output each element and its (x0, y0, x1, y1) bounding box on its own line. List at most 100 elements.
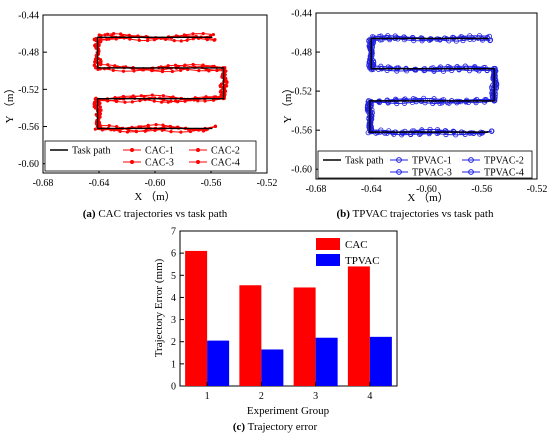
b-series-4-point (402, 128, 408, 134)
b-y-tick-label: -0.60 (291, 165, 312, 176)
panel-b-y-axis-label: Y （m） (281, 83, 294, 124)
c-legend-label-tpvac: TPVAC (345, 255, 380, 267)
a-series-4-point (93, 127, 97, 131)
b-series-4-point (382, 130, 388, 136)
a-series-4-point (207, 69, 211, 73)
c-y-tick-label: 1 (171, 359, 176, 370)
a-series-3-point (98, 123, 102, 127)
a-series-2-point (183, 99, 187, 103)
bar-cac-2 (239, 285, 262, 386)
a-series-4-point (179, 39, 183, 43)
a-legend-box (44, 140, 257, 172)
panel-a-x-ticks: -0.68 -0.64 -0.60 -0.56 -0.52 (33, 169, 277, 189)
a-series-1-point (137, 38, 141, 42)
panel-b-tpvac-trajectories: -0.44 -0.48 -0.52 -0.56 -0.60 -0.68 -0.64 -0.6… (281, 9, 547, 221)
panel-c-legend: CAC TPVAC (316, 238, 380, 267)
b-series-4-point (419, 128, 425, 134)
b-series-2-point (487, 37, 494, 43)
a-series-3-point (139, 94, 143, 98)
a-legend-label-4: CAC-4 (211, 158, 240, 169)
a-series-1-line (93, 34, 228, 132)
a-legend-marker-4 (196, 160, 200, 164)
b-series-3-point (401, 97, 407, 103)
b-series-4-point (484, 34, 490, 40)
a-legend-task-label: Task path (72, 146, 110, 157)
b-series-4-point (369, 47, 375, 54)
a-series-2-line (93, 33, 228, 133)
panel-a-caption: (a) CAC trajectories vs task path (83, 208, 228, 220)
a-series-4-point (213, 124, 217, 128)
a-series-4-point (185, 38, 189, 42)
a-legend-label-3: CAC-3 (145, 158, 174, 169)
b-series-4-point (458, 99, 464, 105)
b-series-3-point (394, 34, 400, 41)
panel-b-trajectories (364, 33, 500, 138)
a-series-3-point (212, 95, 216, 99)
a-series-3-point (161, 123, 165, 127)
a-series-3-point (113, 64, 117, 68)
a-series-4-point (114, 37, 118, 41)
a-series-3-point (154, 123, 158, 127)
b-task-path-line (369, 37, 495, 133)
a-series-4-point (215, 68, 219, 72)
b-legend-marker-2 (468, 157, 474, 163)
a-series-4-point (99, 59, 103, 63)
b-series-4-point (492, 73, 498, 79)
a-series-4-point (130, 100, 134, 104)
a-series-4-point (188, 129, 193, 134)
b-series-4-point (376, 99, 382, 105)
b-legend-marker-3 (396, 169, 402, 175)
a-series-4-point (160, 128, 164, 132)
b-series-4-point (492, 76, 499, 83)
c-y-tick-label: 5 (171, 271, 176, 282)
a-series-3-point (182, 64, 186, 68)
b-y-tick-label: -0.44 (291, 9, 312, 20)
a-series-4-point (223, 72, 227, 77)
a-series-2-point (161, 68, 165, 72)
a-series-4-point (196, 128, 201, 132)
a-series-4-point (141, 68, 146, 72)
b-series-4-point (489, 128, 495, 134)
b-legend-task-label: Task path (345, 156, 383, 167)
b-series-1-line (366, 36, 498, 135)
panel-c-trajectory-error: 0 1 2 3 4 5 6 7 1 2 3 4 CAC TPVAC Trajectory Error … (153, 227, 398, 433)
panel-c-y-ticks: 0 1 2 3 4 5 6 7 (171, 227, 184, 393)
bar-cac-1 (185, 250, 208, 386)
panel-b-legend: Task path TPVAC-1 TPVAC-2 TPVAC-3 TPVAC-4 (317, 150, 533, 179)
a-series-3-point (211, 32, 216, 37)
a-series-4-point (139, 125, 143, 129)
a-legend-marker-2 (196, 148, 200, 152)
b-series-4-point (369, 44, 375, 50)
a-series-3-point (106, 63, 110, 67)
b-series-4-point (368, 120, 374, 126)
b-series-4-point (366, 101, 372, 107)
b-legend-marker-4 (468, 169, 474, 175)
a-x-tick-label: -0.56 (201, 178, 222, 189)
a-series-2-point (175, 100, 180, 104)
a-series-1-point (170, 69, 174, 74)
b-series-4-point (387, 37, 393, 43)
a-series-4-point (172, 39, 176, 43)
c-y-tick-label: 4 (171, 293, 176, 304)
a-series-2-point (121, 94, 125, 99)
a-series-3-point (161, 94, 165, 98)
b-x-tick-label: -0.52 (527, 184, 548, 195)
b-series-4-point (490, 87, 496, 93)
a-series-3-point (168, 124, 172, 129)
b-x-tick-label: -0.56 (471, 184, 492, 195)
a-series-1-point (160, 100, 164, 104)
panel-c-plot-frame (179, 230, 398, 387)
c-legend-swatch-cac (316, 238, 340, 250)
b-legend-label-2: TPVAC-2 (484, 156, 524, 167)
c-legend-label-cac: CAC (345, 239, 368, 251)
a-series-4-point (132, 69, 136, 73)
b-y-tick-label: -0.48 (291, 48, 312, 59)
b-series-4-point (492, 91, 499, 97)
a-series-4-point (203, 99, 207, 103)
panel-a-legend: Task path CAC-1 CAC-2 CAC-3 CAC-4 (44, 140, 257, 172)
a-series-3-point (150, 93, 154, 97)
b-series-4-point (377, 37, 383, 43)
b-series-4-point (411, 128, 417, 134)
b-series-3-point (401, 34, 407, 40)
